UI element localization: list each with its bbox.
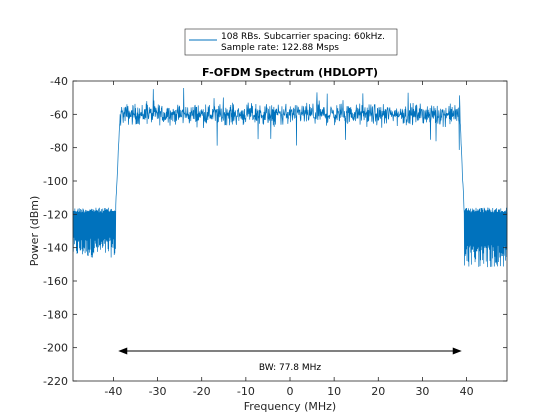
series-layer bbox=[72, 87, 508, 268]
ticks-layer: -40 -30 -20 -10 0 10 20 30 40-220-200-180-160-14… bbox=[43, 75, 507, 398]
y-tick-label: -160 bbox=[43, 275, 68, 288]
spectrum-series-line bbox=[72, 87, 508, 268]
bw-arrow-right-head bbox=[452, 347, 462, 355]
x-tick-label: 30 bbox=[415, 385, 429, 398]
annotation-layer: BW: 77.8 MHz bbox=[118, 347, 462, 373]
plot-area bbox=[73, 81, 507, 381]
x-tick-label: 20 bbox=[371, 385, 385, 398]
legend-box bbox=[184, 28, 398, 56]
y-tick-label: -180 bbox=[43, 308, 68, 321]
y-tick-label: -220 bbox=[43, 375, 68, 388]
x-tick-label: -40 bbox=[104, 385, 122, 398]
bw-arrow-left-head bbox=[118, 347, 128, 355]
y-tick-label: -60 bbox=[50, 108, 68, 121]
x-axis-label: Frequency (MHz) bbox=[244, 400, 336, 413]
bw-annotation: BW: 77.8 MHz bbox=[259, 363, 322, 373]
legend: 108 RBs. Subcarrier spacing: 60kHz. Samp… bbox=[184, 28, 398, 56]
x-tick-label: -10 bbox=[237, 385, 255, 398]
y-tick-label: -40 bbox=[50, 75, 68, 88]
y-tick-label: -200 bbox=[43, 342, 68, 355]
x-tick-label: 0 bbox=[287, 385, 294, 398]
legend-entry-1: 108 RBs. Subcarrier spacing: 60kHz. bbox=[221, 32, 385, 42]
x-tick-label: -30 bbox=[149, 385, 167, 398]
y-tick-label: -100 bbox=[43, 175, 68, 188]
y-tick-label: -120 bbox=[43, 208, 68, 221]
chart-title: F-OFDM Spectrum (HDLOPT) bbox=[202, 66, 378, 79]
legend-entry-2: Sample rate: 122.88 Msps bbox=[221, 43, 339, 53]
y-tick-label: -80 bbox=[50, 142, 68, 155]
y-axis-label: Power (dBm) bbox=[28, 196, 41, 267]
x-tick-label: 40 bbox=[460, 385, 474, 398]
y-tick-label: -140 bbox=[43, 242, 68, 255]
x-tick-label: -20 bbox=[193, 385, 211, 398]
x-tick-label: 10 bbox=[327, 385, 341, 398]
